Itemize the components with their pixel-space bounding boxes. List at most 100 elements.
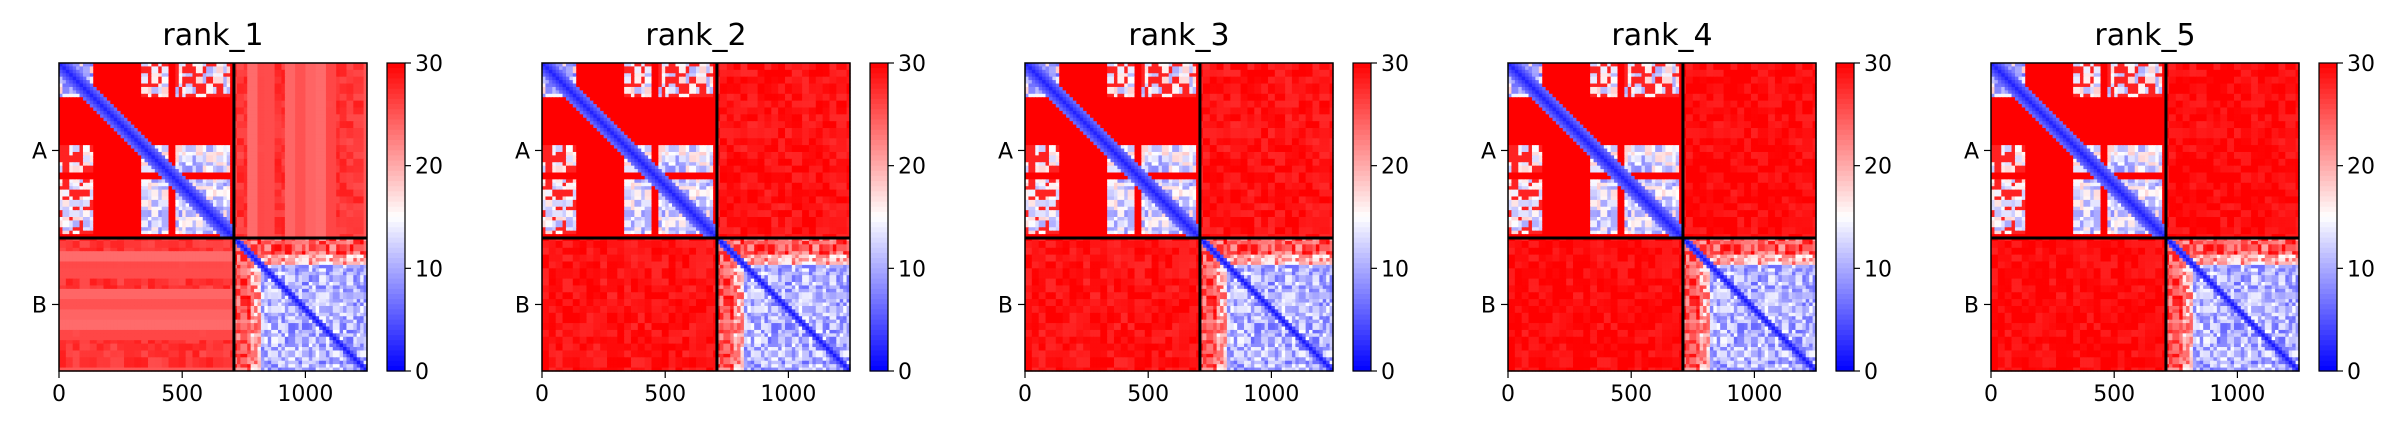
- heatmap-cell: [175, 190, 179, 194]
- heatmap-cell: [182, 231, 186, 235]
- heatmap-cell: [90, 104, 94, 108]
- heatmap-cell: [189, 152, 193, 156]
- heatmap-cell: [186, 145, 190, 149]
- heatmap-cell: [131, 90, 135, 94]
- heatmap-cell: [158, 94, 162, 98]
- heatmap-cell: [216, 138, 220, 142]
- heatmap-cell: [100, 231, 104, 235]
- heatmap-cell: [254, 121, 258, 125]
- heatmap-cell: [100, 104, 104, 108]
- panel-rank_1: rank_10 500 1000AB0102030: [32, 18, 443, 407]
- heatmap-cell: [179, 179, 183, 183]
- heatmap-cell: [80, 111, 84, 115]
- heatmap-cell: [131, 97, 135, 101]
- heatmap-cell: [312, 101, 316, 105]
- heatmap-cell: [264, 152, 268, 156]
- heatmap-cell: [86, 217, 90, 221]
- heatmap-cell: [257, 166, 261, 170]
- heatmap-cell: [165, 149, 169, 153]
- heatmap-cell: [247, 186, 251, 190]
- heatmap-cell: [131, 179, 135, 183]
- heatmap-cell: [69, 248, 73, 252]
- heatmap-cell: [121, 227, 125, 231]
- heatmap-cell: [210, 190, 214, 194]
- heatmap-cell: [251, 248, 255, 252]
- heatmap-cell: [357, 193, 361, 197]
- heatmap-cell: [329, 227, 333, 231]
- heatmap-cell: [80, 66, 84, 70]
- heatmap-cell: [295, 145, 299, 149]
- heatmap-cell: [80, 142, 84, 146]
- heatmap-cell: [223, 142, 227, 146]
- heatmap-cell: [302, 231, 306, 235]
- heatmap-cell: [288, 135, 292, 139]
- heatmap-cell: [110, 166, 114, 170]
- heatmap-cell: [90, 73, 94, 77]
- heatmap-cell: [169, 190, 173, 194]
- heatmap-cell: [155, 138, 159, 142]
- heatmap-cell: [257, 155, 261, 159]
- heatmap-cell: [80, 203, 84, 207]
- heatmap-cell: [192, 94, 196, 98]
- heatmap-cell: [316, 107, 320, 111]
- heatmap-cell: [271, 166, 275, 170]
- heatmap-cell: [158, 193, 162, 197]
- heatmap-cell: [302, 97, 306, 101]
- heatmap-cell: [336, 145, 340, 149]
- heatmap-cell: [107, 183, 111, 187]
- heatmap-cell: [281, 70, 285, 74]
- heatmap-cell: [145, 190, 149, 194]
- heatmap-cell: [326, 77, 330, 81]
- heatmap-cell: [360, 138, 364, 142]
- heatmap-cell: [203, 200, 207, 204]
- heatmap-cell: [138, 90, 142, 94]
- heatmap-cell: [323, 207, 327, 211]
- heatmap-cell: [288, 101, 292, 105]
- heatmap-cell: [312, 220, 316, 224]
- heatmap-cell: [353, 107, 357, 111]
- heatmap-cell: [90, 183, 94, 187]
- heatmap-cell: [357, 131, 361, 135]
- heatmap-cell: [141, 190, 145, 194]
- heatmap-cell: [138, 114, 142, 118]
- heatmap-cell: [76, 176, 80, 180]
- heatmap-cell: [80, 135, 84, 139]
- heatmap-cell: [86, 101, 90, 105]
- heatmap-cell: [138, 138, 142, 142]
- heatmap-cell: [97, 231, 101, 235]
- heatmap-cell: [189, 207, 193, 211]
- heatmap-cell: [278, 196, 282, 200]
- heatmap-cell: [251, 66, 255, 70]
- heatmap-cell: [240, 207, 244, 211]
- heatmap-cell: [299, 248, 303, 252]
- heatmap-cell: [117, 70, 121, 74]
- heatmap-cell: [175, 162, 179, 166]
- heatmap-cell: [305, 128, 309, 132]
- heatmap-cell: [196, 241, 200, 245]
- heatmap-cell: [281, 128, 285, 132]
- heatmap-cell: [244, 125, 248, 129]
- heatmap-cell: [360, 244, 364, 248]
- heatmap-cell: [319, 111, 323, 115]
- heatmap-cell: [216, 152, 220, 156]
- heatmap-cell: [124, 131, 128, 135]
- heatmap-cell: [158, 244, 162, 248]
- heatmap-cell: [346, 186, 350, 190]
- heatmap-cell: [127, 179, 131, 183]
- heatmap-cell: [80, 94, 84, 98]
- heatmap-cell: [251, 128, 255, 132]
- heatmap-cell: [124, 231, 128, 235]
- heatmap-cell: [179, 118, 183, 122]
- heatmap-cell: [145, 87, 149, 91]
- heatmap-cell: [220, 90, 224, 94]
- heatmap-cell: [278, 135, 282, 139]
- heatmap-cell: [169, 244, 173, 248]
- heatmap-cell: [127, 114, 131, 118]
- heatmap-cell: [127, 138, 131, 142]
- heatmap-cell: [100, 190, 104, 194]
- heatmap-cell: [134, 152, 138, 156]
- heatmap-cell: [97, 214, 101, 218]
- heatmap-cell: [326, 200, 330, 204]
- heatmap-cell: [182, 66, 186, 70]
- heatmap-cell: [196, 101, 200, 105]
